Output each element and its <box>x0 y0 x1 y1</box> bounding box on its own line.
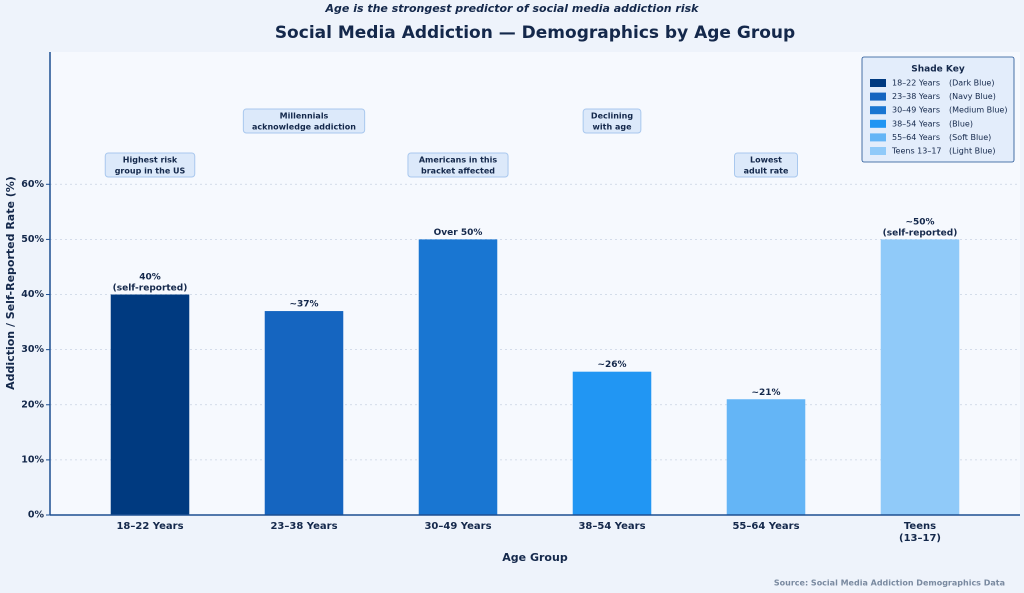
annotation-text: Highest risk group in the US <box>115 155 186 175</box>
legend-label: 38–54 Years <box>892 119 940 128</box>
legend-shade: (Dark Blue) <box>949 79 994 88</box>
bar <box>110 294 190 515</box>
bar <box>726 399 806 515</box>
legend-shade: (Soft Blue) <box>949 133 991 142</box>
x-tick-label: 23–38 Years <box>270 521 337 532</box>
bar <box>572 371 652 515</box>
x-tick-label: 55–64 Years <box>732 521 799 532</box>
annotation: Millennials acknowledge addiction <box>242 108 366 134</box>
plot-area <box>50 52 1020 515</box>
x-tick-label: 18–22 Years <box>116 521 183 532</box>
x-axis-label: Age Group <box>502 551 568 564</box>
legend-swatch <box>870 92 886 101</box>
legend-swatch <box>870 133 886 142</box>
legend-shade: (Navy Blue) <box>949 92 996 101</box>
y-tick-label: 10% <box>21 454 44 465</box>
subtitle: Age is the strongest predictor of social… <box>325 2 700 15</box>
x-tick-label: Teens (13–17) <box>899 521 941 544</box>
annotation-text: Declining with age <box>591 111 633 131</box>
y-tick-label: 40% <box>21 289 44 300</box>
value-label: ~26% <box>597 360 626 370</box>
y-tick-label: 0% <box>28 510 45 521</box>
legend-shade: (Medium Blue) <box>949 106 1007 115</box>
legend-title: Shade Key <box>911 65 965 75</box>
annotation-box <box>582 108 642 134</box>
y-axis-label: Addiction / Self-Reported Rate (%) <box>4 176 17 390</box>
y-tick-label: 60% <box>21 179 44 190</box>
legend-label: 18–22 Years <box>892 79 940 88</box>
legend-label: Teens 13–17 <box>891 147 942 156</box>
annotation-text: Lowest adult rate <box>744 155 789 175</box>
y-tick-label: 30% <box>21 344 44 355</box>
legend-shade: (Blue) <box>949 119 973 128</box>
source-note: Source: Social Media Addiction Demograph… <box>774 579 1005 588</box>
bar <box>418 239 498 515</box>
annotation: Lowest adult rate <box>734 152 798 178</box>
chart-title: Social Media Addiction — Demographics by… <box>275 23 795 43</box>
annotation-box <box>407 152 509 178</box>
legend-swatch <box>870 79 886 87</box>
annotation: Highest risk group in the US <box>104 152 196 178</box>
x-tick-label: 30–49 Years <box>424 521 491 532</box>
value-label: 40% (self-reported) <box>113 272 188 293</box>
legend-label: 23–38 Years <box>892 92 940 101</box>
annotation-text: Americans in this bracket affected <box>419 155 498 175</box>
legend: Shade Key 18–22 Years (Dark Blue) 23–38 Yea… <box>861 56 1015 163</box>
annotation-text: Millennials acknowledge addiction <box>252 111 356 131</box>
x-tick-label: 38–54 Years <box>578 521 645 532</box>
y-tick-label: 50% <box>21 234 44 245</box>
legend-swatch <box>870 106 886 115</box>
legend-box <box>861 56 1015 163</box>
value-label: ~50% (self-reported) <box>883 217 958 238</box>
legend-shade: (Light Blue) <box>949 147 995 156</box>
bar <box>264 311 344 515</box>
legend-swatch <box>870 147 886 155</box>
legend-label: 55–64 Years <box>892 133 940 142</box>
value-label: Over 50% <box>434 228 483 238</box>
annotation-box <box>242 108 366 134</box>
value-label: ~21% <box>751 388 780 398</box>
annotation-box <box>734 152 798 178</box>
annotation: Declining with age <box>582 108 642 134</box>
bar <box>880 239 960 515</box>
legend-label: 30–49 Years <box>892 106 940 115</box>
legend-swatch <box>870 119 886 128</box>
annotation-box <box>104 152 196 178</box>
annotation: Americans in this bracket affected <box>407 152 509 178</box>
value-label: ~37% <box>289 300 318 310</box>
y-tick-label: 20% <box>21 399 44 410</box>
